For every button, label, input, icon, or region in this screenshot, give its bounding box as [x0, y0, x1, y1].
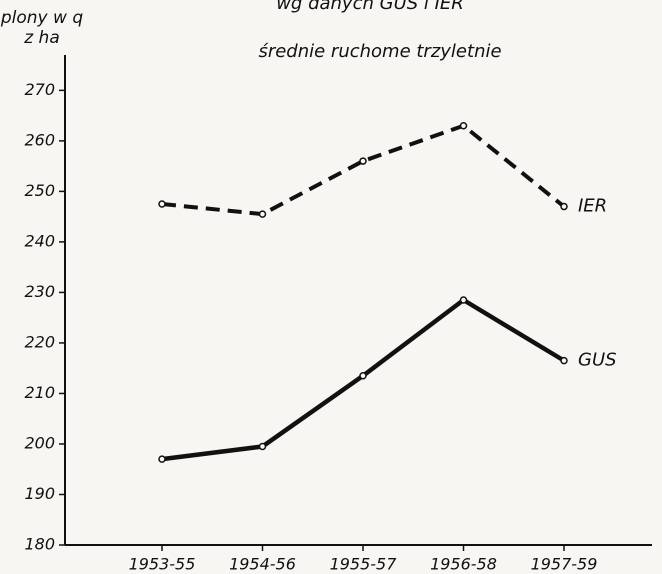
data-point	[258, 442, 267, 451]
y-tick-label: 250	[24, 181, 55, 200]
y-tick-label: 230	[24, 282, 55, 301]
y-tick-label: 240	[24, 231, 55, 250]
data-point	[158, 455, 166, 463]
y-axis-label: z ha	[23, 28, 60, 48]
x-tick-label: 1953-55	[129, 555, 196, 574]
data-point	[560, 356, 568, 365]
y-tick-label: 210	[24, 383, 55, 402]
data-point	[459, 296, 468, 304]
y-axis-label: plony w q	[0, 8, 83, 28]
data-point	[359, 372, 367, 380]
chart-subtitle: średnie ruchome trzyletnie	[258, 41, 501, 62]
y-tick-label: 200	[24, 433, 55, 452]
chart-title: wg danych GUS i IER	[276, 0, 464, 14]
x-tick-label: 1956-58	[430, 555, 497, 574]
x-tick-label: 1954-56	[229, 555, 296, 574]
x-tick-label: 1957-59	[531, 555, 598, 574]
y-tick-label: 180	[24, 535, 55, 554]
y-tick-label: 260	[24, 130, 55, 149]
data-point	[359, 157, 367, 165]
data-point	[560, 202, 568, 211]
series-line	[161, 123, 566, 217]
data-point	[258, 210, 267, 218]
data-point	[459, 121, 468, 130]
series-label: IER	[578, 196, 607, 217]
y-tick-label: 270	[24, 80, 55, 99]
y-tick-label: 190	[24, 484, 55, 503]
series-label: GUS	[578, 350, 617, 371]
y-tick-label: 220	[24, 332, 55, 351]
x-tick-label: 1955-57	[330, 555, 398, 574]
data-point	[158, 200, 166, 208]
